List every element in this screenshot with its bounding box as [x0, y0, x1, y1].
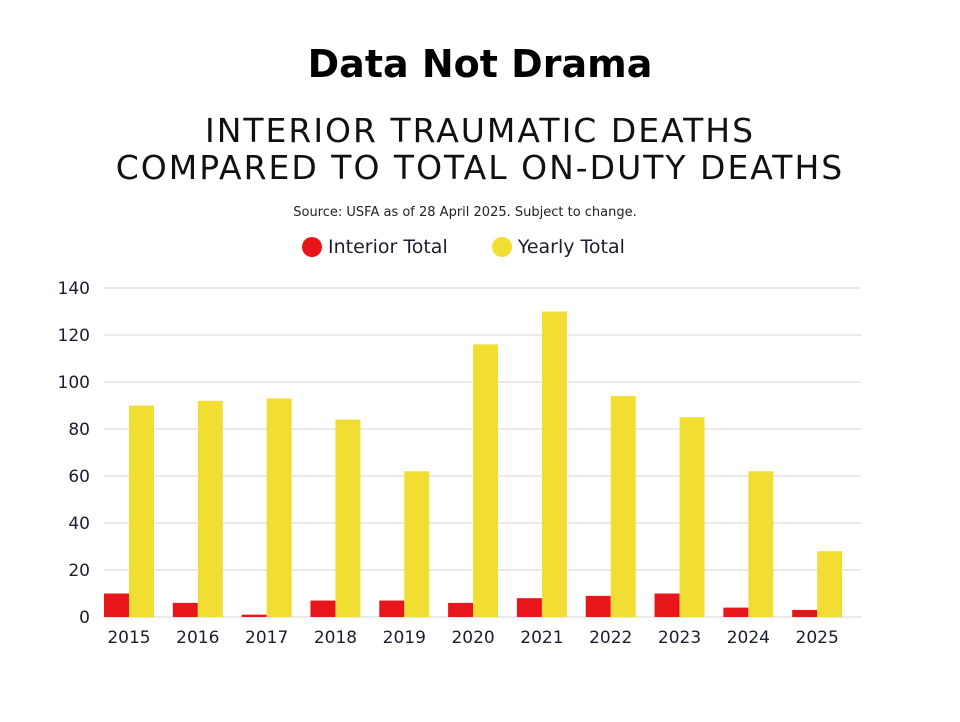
x-tick-label: 2017	[245, 628, 288, 648]
bars	[104, 311, 843, 617]
bar-interior-total	[654, 593, 680, 617]
bar-yearly-total	[129, 405, 154, 617]
chart-title-line-2: COMPARED TO TOTAL ON-DUTY DEATHS	[115, 148, 845, 187]
x-tick-label: 2019	[383, 628, 426, 648]
x-tick-label: 2022	[589, 628, 632, 648]
legend-label-interior: Interior Total	[328, 236, 448, 258]
y-axis: 0 20 40 60 80 100 120 140	[58, 279, 90, 628]
bar-interior-total	[585, 595, 611, 617]
bar-interior-total	[379, 600, 405, 617]
bar-yearly-total	[197, 400, 223, 617]
chart-title: INTERIOR TRAUMATIC DEATHS COMPARED TO TO…	[0, 112, 960, 186]
bar-interior-total	[310, 600, 336, 617]
legend-label-yearly: Yearly Total	[517, 236, 625, 258]
x-tick-label: 2023	[658, 628, 701, 648]
x-tick-label: 2025	[796, 628, 839, 648]
brand-title: Data Not Drama	[307, 42, 653, 86]
legend-item-yearly: Yearly Total	[491, 236, 625, 258]
bar-interior-total	[723, 607, 749, 617]
y-tick-label: 120	[58, 326, 90, 346]
x-axis: 2015 2016 2017 2018 2019 2020 2021 2022 2023 2024…	[107, 628, 838, 648]
y-tick-label: 0	[79, 608, 90, 628]
y-tick-label: 40	[68, 514, 90, 534]
legend-swatch-interior	[302, 237, 322, 257]
x-tick-label: 2016	[176, 628, 219, 648]
bar-interior-total	[241, 614, 267, 617]
bar-yearly-total	[266, 398, 292, 617]
x-tick-label: 2021	[520, 628, 563, 648]
bar-yearly-total	[679, 417, 705, 617]
bar-yearly-total	[817, 551, 843, 617]
x-tick-label: 2024	[727, 628, 770, 648]
x-tick-label: 2018	[314, 628, 357, 648]
bar-yearly-total	[335, 419, 361, 617]
y-tick-label: 100	[58, 373, 90, 393]
bar-interior-total	[516, 598, 542, 617]
bar-yearly-total	[541, 311, 567, 617]
x-tick-label: 2015	[107, 628, 150, 648]
legend-item-interior: Interior Total	[302, 236, 448, 258]
x-tick-label: 2020	[451, 628, 494, 648]
bar-yearly-total	[610, 396, 636, 617]
chart-title-line-1: INTERIOR TRAUMATIC DEATHS	[204, 111, 756, 150]
bar-yearly-total	[748, 471, 774, 617]
source-note: Source: USFA as of 28 April 2025. Subjec…	[293, 205, 637, 220]
legend-swatch-yearly	[491, 237, 512, 257]
bar-interior-total	[172, 602, 198, 617]
bar-interior-total	[792, 609, 818, 617]
legend: Interior Total Yearly Total	[302, 236, 625, 258]
bar-yearly-total	[473, 344, 499, 617]
y-tick-label: 20	[68, 561, 90, 581]
y-tick-label: 140	[58, 279, 90, 299]
bar-interior-total	[448, 602, 474, 617]
y-tick-label: 60	[68, 467, 90, 487]
bar-interior-total	[104, 593, 129, 617]
bar-yearly-total	[404, 471, 430, 617]
y-tick-label: 80	[68, 420, 90, 440]
